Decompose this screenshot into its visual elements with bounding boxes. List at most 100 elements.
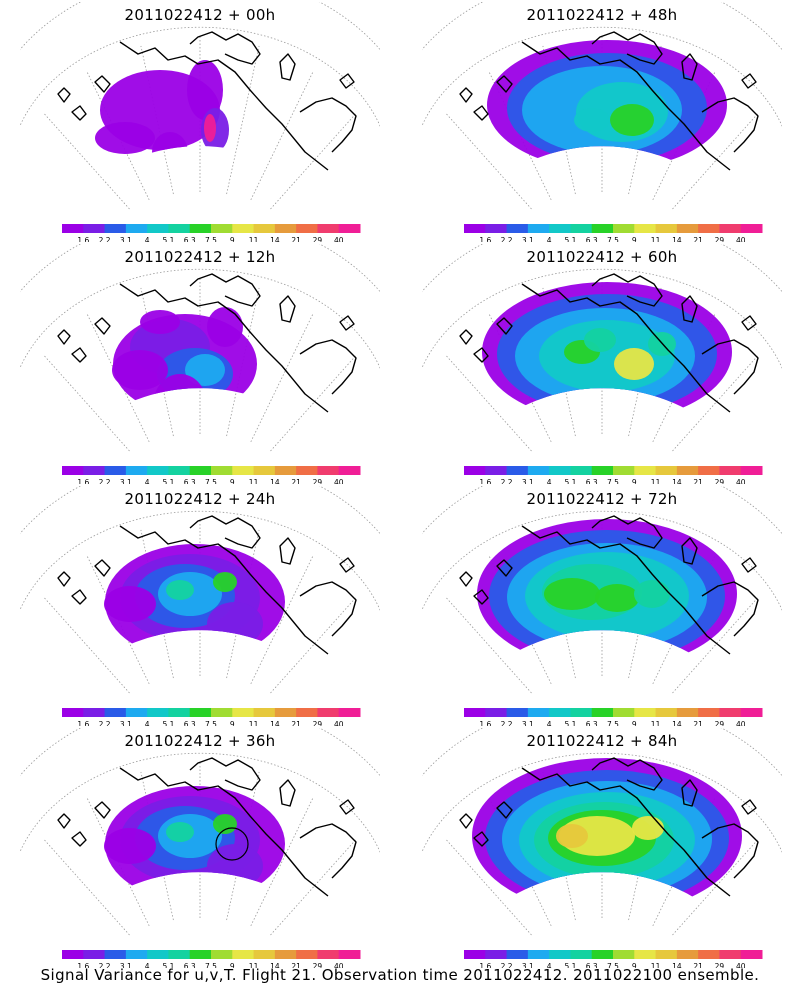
colorbar-swatch — [274, 466, 297, 475]
colorbar-tick-label: 2.2 — [501, 478, 513, 484]
colorbar-swatch — [296, 708, 318, 717]
figure-caption: Signal Variance for u,v,T. Flight 21. Ob… — [40, 966, 760, 984]
colorbar-tick-label: 9 — [230, 962, 235, 968]
colorbar-swatch — [698, 224, 720, 233]
colorbar-swatch — [147, 708, 169, 717]
colorbar-swatch — [655, 950, 678, 959]
colorbar-tick-label: 7.5 — [205, 236, 217, 242]
colorbar-swatch — [613, 708, 635, 717]
colorbar-swatch — [168, 466, 191, 475]
colorbar-tick-label: 11 — [651, 236, 661, 242]
colorbar-tick-label: 14 — [270, 478, 280, 484]
colorbar-tick-label: 9 — [632, 478, 637, 484]
colorbar-swatch — [591, 708, 614, 717]
colorbar-tick-label: 3.1 — [522, 962, 534, 968]
colorbar-swatch — [570, 708, 593, 717]
colorbar-swatch — [253, 708, 276, 717]
colorbar-swatch — [740, 466, 763, 475]
colorbar-tick-label: 11 — [249, 720, 259, 726]
colorbar-tick-label: 7.5 — [205, 962, 217, 968]
colorbar-tick-label: 29 — [715, 962, 725, 968]
colorbar-tick-label: 4 — [547, 720, 552, 726]
map-svg: 1.6 2.2 3.1 4 5.1 6.3 7.5 9 11 14 21 29 40 — [422, 2, 782, 242]
colorbar-tick-label: 4 — [547, 962, 552, 968]
colorbar-swatch — [232, 466, 255, 475]
colorbar-swatch — [296, 224, 318, 233]
coastlines — [57, 757, 357, 897]
colorbar-swatch — [168, 950, 191, 959]
colorbar-tick-label: 3.1 — [120, 236, 132, 242]
colorbar-tick-label: 6.3 — [184, 720, 196, 726]
colorbar-tick-label: 11 — [651, 962, 661, 968]
colorbar-swatch — [168, 224, 191, 233]
colorbar-swatch — [740, 708, 763, 717]
colorbar-swatch — [719, 950, 742, 959]
colorbar-tick-label: 11 — [249, 236, 259, 242]
coastlines — [459, 757, 759, 897]
colorbar-swatch — [549, 708, 571, 717]
colorbar-tick-label: 9 — [632, 720, 637, 726]
colorbar-swatch — [83, 950, 106, 959]
colorbar-tick-label: 11 — [249, 478, 259, 484]
colorbar-tick-label: 5.1 — [564, 236, 576, 242]
colorbar-swatch — [253, 224, 276, 233]
colorbar-tick-label: 5.1 — [162, 720, 174, 726]
colorbar-swatch — [62, 466, 84, 475]
colorbar-tick-label: 1.6 — [77, 236, 89, 242]
map-panel-12h: 2011022412 + 12h 1.6 2.2 3.1 4 5.1 6.3 7.5 9 11 1… — [20, 244, 380, 484]
colorbar-swatch — [676, 224, 699, 233]
colorbar-swatch — [634, 466, 657, 475]
colorbar-tick-label: 6.3 — [184, 236, 196, 242]
colorbar-tick-label: 14 — [270, 720, 280, 726]
panel-title: 2011022412 + 00h — [124, 6, 276, 24]
colorbar-swatch — [698, 950, 720, 959]
colorbar-swatch — [83, 708, 106, 717]
colorbar-swatch — [189, 950, 212, 959]
colorbar-tick-label: 6.3 — [586, 478, 598, 484]
colorbar-tick-label: 4 — [547, 236, 552, 242]
colorbar-tick-label: 6.3 — [586, 236, 598, 242]
colorbar-swatch — [655, 224, 678, 233]
colorbar-swatch — [613, 224, 635, 233]
colorbar-tick-label: 29 — [715, 720, 725, 726]
colorbar-swatch — [527, 466, 550, 475]
colorbar-tick-label: 14 — [672, 236, 682, 242]
variance-field — [112, 307, 257, 430]
map-panel-60h: 2011022412 + 60h 1.6 2.2 3.1 4 5.1 6.3 7.5 9 11 1… — [422, 244, 782, 484]
colorbar-swatch — [253, 950, 276, 959]
colorbar-tick-label: 9 — [230, 478, 235, 484]
colorbar-swatch — [274, 950, 297, 959]
panel-title: 2011022412 + 12h — [124, 248, 276, 266]
colorbar-swatch — [698, 466, 720, 475]
colorbar-tick-label: 11 — [249, 962, 259, 968]
colorbar-swatch — [464, 466, 486, 475]
colorbar-tick-label: 3.1 — [522, 720, 534, 726]
colorbar-tick-label: 1.6 — [77, 478, 89, 484]
colorbar-swatch — [83, 466, 106, 475]
colorbar-tick-label: 40 — [736, 236, 746, 242]
colorbar-swatch — [464, 224, 486, 233]
colorbar-swatch — [211, 708, 233, 717]
colorbar-swatch — [104, 466, 127, 475]
colorbar-tick-label: 1.6 — [77, 962, 89, 968]
colorbar-tick-label: 21 — [693, 478, 703, 484]
colorbar-swatch — [719, 708, 742, 717]
coastlines — [57, 31, 357, 171]
colorbar-tick-label: 40 — [736, 720, 746, 726]
colorbar: 1.6 2.2 3.1 4 5.1 6.3 7.5 9 11 14 21 29 40 — [62, 708, 361, 726]
colorbar-tick-label: 5.1 — [564, 720, 576, 726]
coastlines — [459, 31, 759, 171]
colorbar-tick-label: 7.5 — [205, 720, 217, 726]
colorbar-tick-label: 5.1 — [162, 962, 174, 968]
colorbar-swatch — [549, 466, 571, 475]
colorbar: 1.6 2.2 3.1 4 5.1 6.3 7.5 9 11 14 21 29 40 — [464, 708, 763, 726]
colorbar-tick-label: 7.5 — [607, 478, 619, 484]
colorbar-tick-label: 9 — [230, 720, 235, 726]
colorbar-tick-label: 4 — [145, 478, 150, 484]
colorbar-tick-label: 9 — [230, 236, 235, 242]
colorbar-swatch — [253, 466, 276, 475]
colorbar-swatch — [62, 224, 84, 233]
panel-title: 2011022412 + 24h — [124, 490, 276, 508]
colorbar-swatch — [317, 466, 340, 475]
variance-field — [472, 758, 742, 914]
